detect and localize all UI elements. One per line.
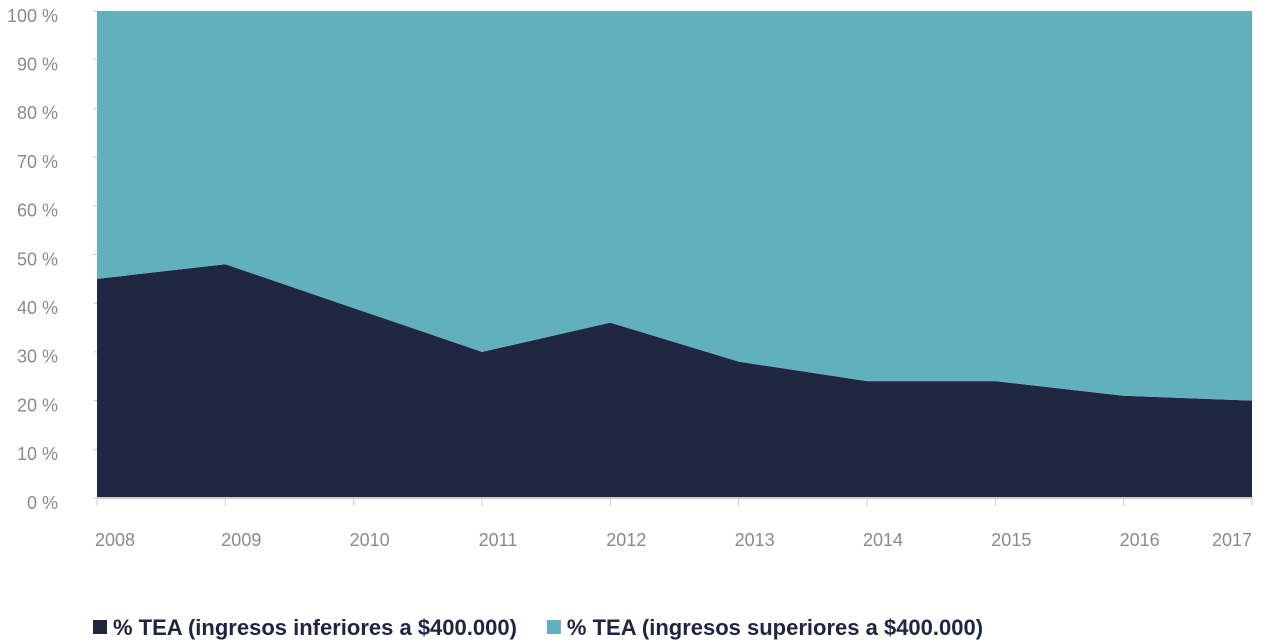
y-tick-label: 0 %: [27, 493, 58, 513]
area: [97, 11, 1252, 401]
x-tick-label: 2008: [95, 530, 135, 550]
y-tick-label: 40 %: [17, 298, 58, 318]
x-tick-label: 2013: [735, 530, 775, 550]
y-tick-label: 60 %: [17, 201, 58, 221]
y-tick-label: 80 %: [17, 103, 58, 123]
x-tick-label: 2015: [991, 530, 1031, 550]
x-tick-label: 2009: [221, 530, 261, 550]
x-tick-label: 2016: [1120, 530, 1160, 550]
y-tick-label: 10 %: [17, 444, 58, 464]
y-tick-label: 100 %: [7, 6, 58, 26]
x-tick-label: 2017: [1212, 530, 1252, 550]
legend-label: % TEA (ingresos inferiores a $400.000): [113, 615, 517, 640]
x-tick-label: 2012: [606, 530, 646, 550]
y-tick-label: 50 %: [17, 249, 58, 269]
area: [97, 264, 1252, 498]
legend-swatch: [93, 620, 107, 634]
x-tick-label: 2014: [863, 530, 903, 550]
y-tick-label: 70 %: [17, 152, 58, 172]
y-tick-label: 20 %: [17, 395, 58, 415]
y-tick-label: 90 %: [17, 54, 58, 74]
x-tick-label: 2011: [479, 530, 518, 550]
legend-swatch: [546, 620, 561, 634]
x-tick-label: 2010: [350, 530, 390, 550]
legend-label: % TEA (ingresos superiores a $400.000): [567, 615, 983, 640]
y-tick-label: 30 %: [17, 347, 58, 367]
